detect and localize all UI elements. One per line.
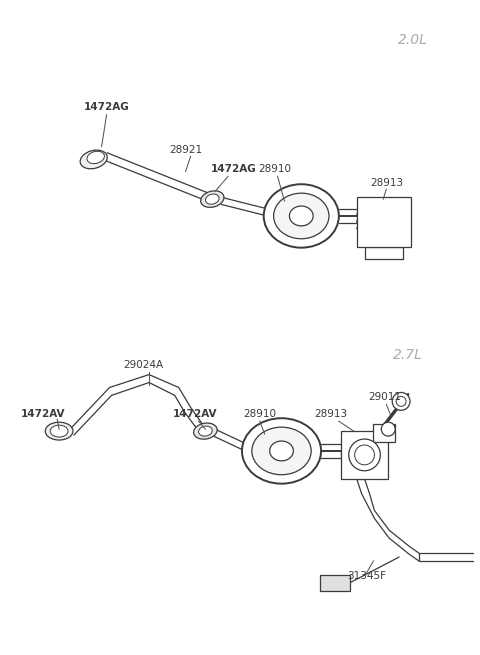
- Ellipse shape: [87, 151, 105, 164]
- Ellipse shape: [252, 427, 311, 475]
- Circle shape: [396, 396, 406, 406]
- Ellipse shape: [50, 425, 68, 437]
- Text: 28913: 28913: [314, 409, 347, 419]
- Circle shape: [355, 445, 374, 465]
- Circle shape: [381, 422, 395, 436]
- Ellipse shape: [201, 191, 224, 208]
- Text: 28921: 28921: [169, 145, 202, 155]
- Text: 29011: 29011: [369, 392, 401, 402]
- Bar: [341, 431, 388, 479]
- Text: 2.0L: 2.0L: [398, 33, 428, 47]
- Ellipse shape: [264, 184, 339, 248]
- Ellipse shape: [274, 193, 329, 239]
- Ellipse shape: [45, 422, 73, 440]
- Bar: [320, 575, 350, 591]
- Ellipse shape: [80, 150, 107, 169]
- Text: 1472AG: 1472AG: [84, 102, 130, 112]
- Text: 31345F: 31345F: [347, 571, 386, 581]
- Ellipse shape: [199, 426, 212, 436]
- Circle shape: [349, 439, 380, 471]
- Text: 1472AG: 1472AG: [210, 164, 256, 174]
- Text: 1472AV: 1472AV: [173, 409, 217, 419]
- Ellipse shape: [242, 419, 321, 483]
- Ellipse shape: [193, 423, 217, 440]
- Text: 28910: 28910: [243, 409, 276, 419]
- Ellipse shape: [289, 206, 313, 226]
- Ellipse shape: [205, 194, 219, 204]
- Text: 28910: 28910: [258, 164, 291, 174]
- Ellipse shape: [270, 441, 293, 461]
- Text: 1472AV: 1472AV: [21, 409, 65, 419]
- Text: 2.7L: 2.7L: [393, 348, 423, 362]
- Bar: [357, 197, 411, 247]
- Circle shape: [392, 392, 410, 410]
- Text: 28913: 28913: [371, 178, 404, 188]
- Text: 29024A: 29024A: [123, 360, 164, 369]
- Bar: [373, 424, 395, 442]
